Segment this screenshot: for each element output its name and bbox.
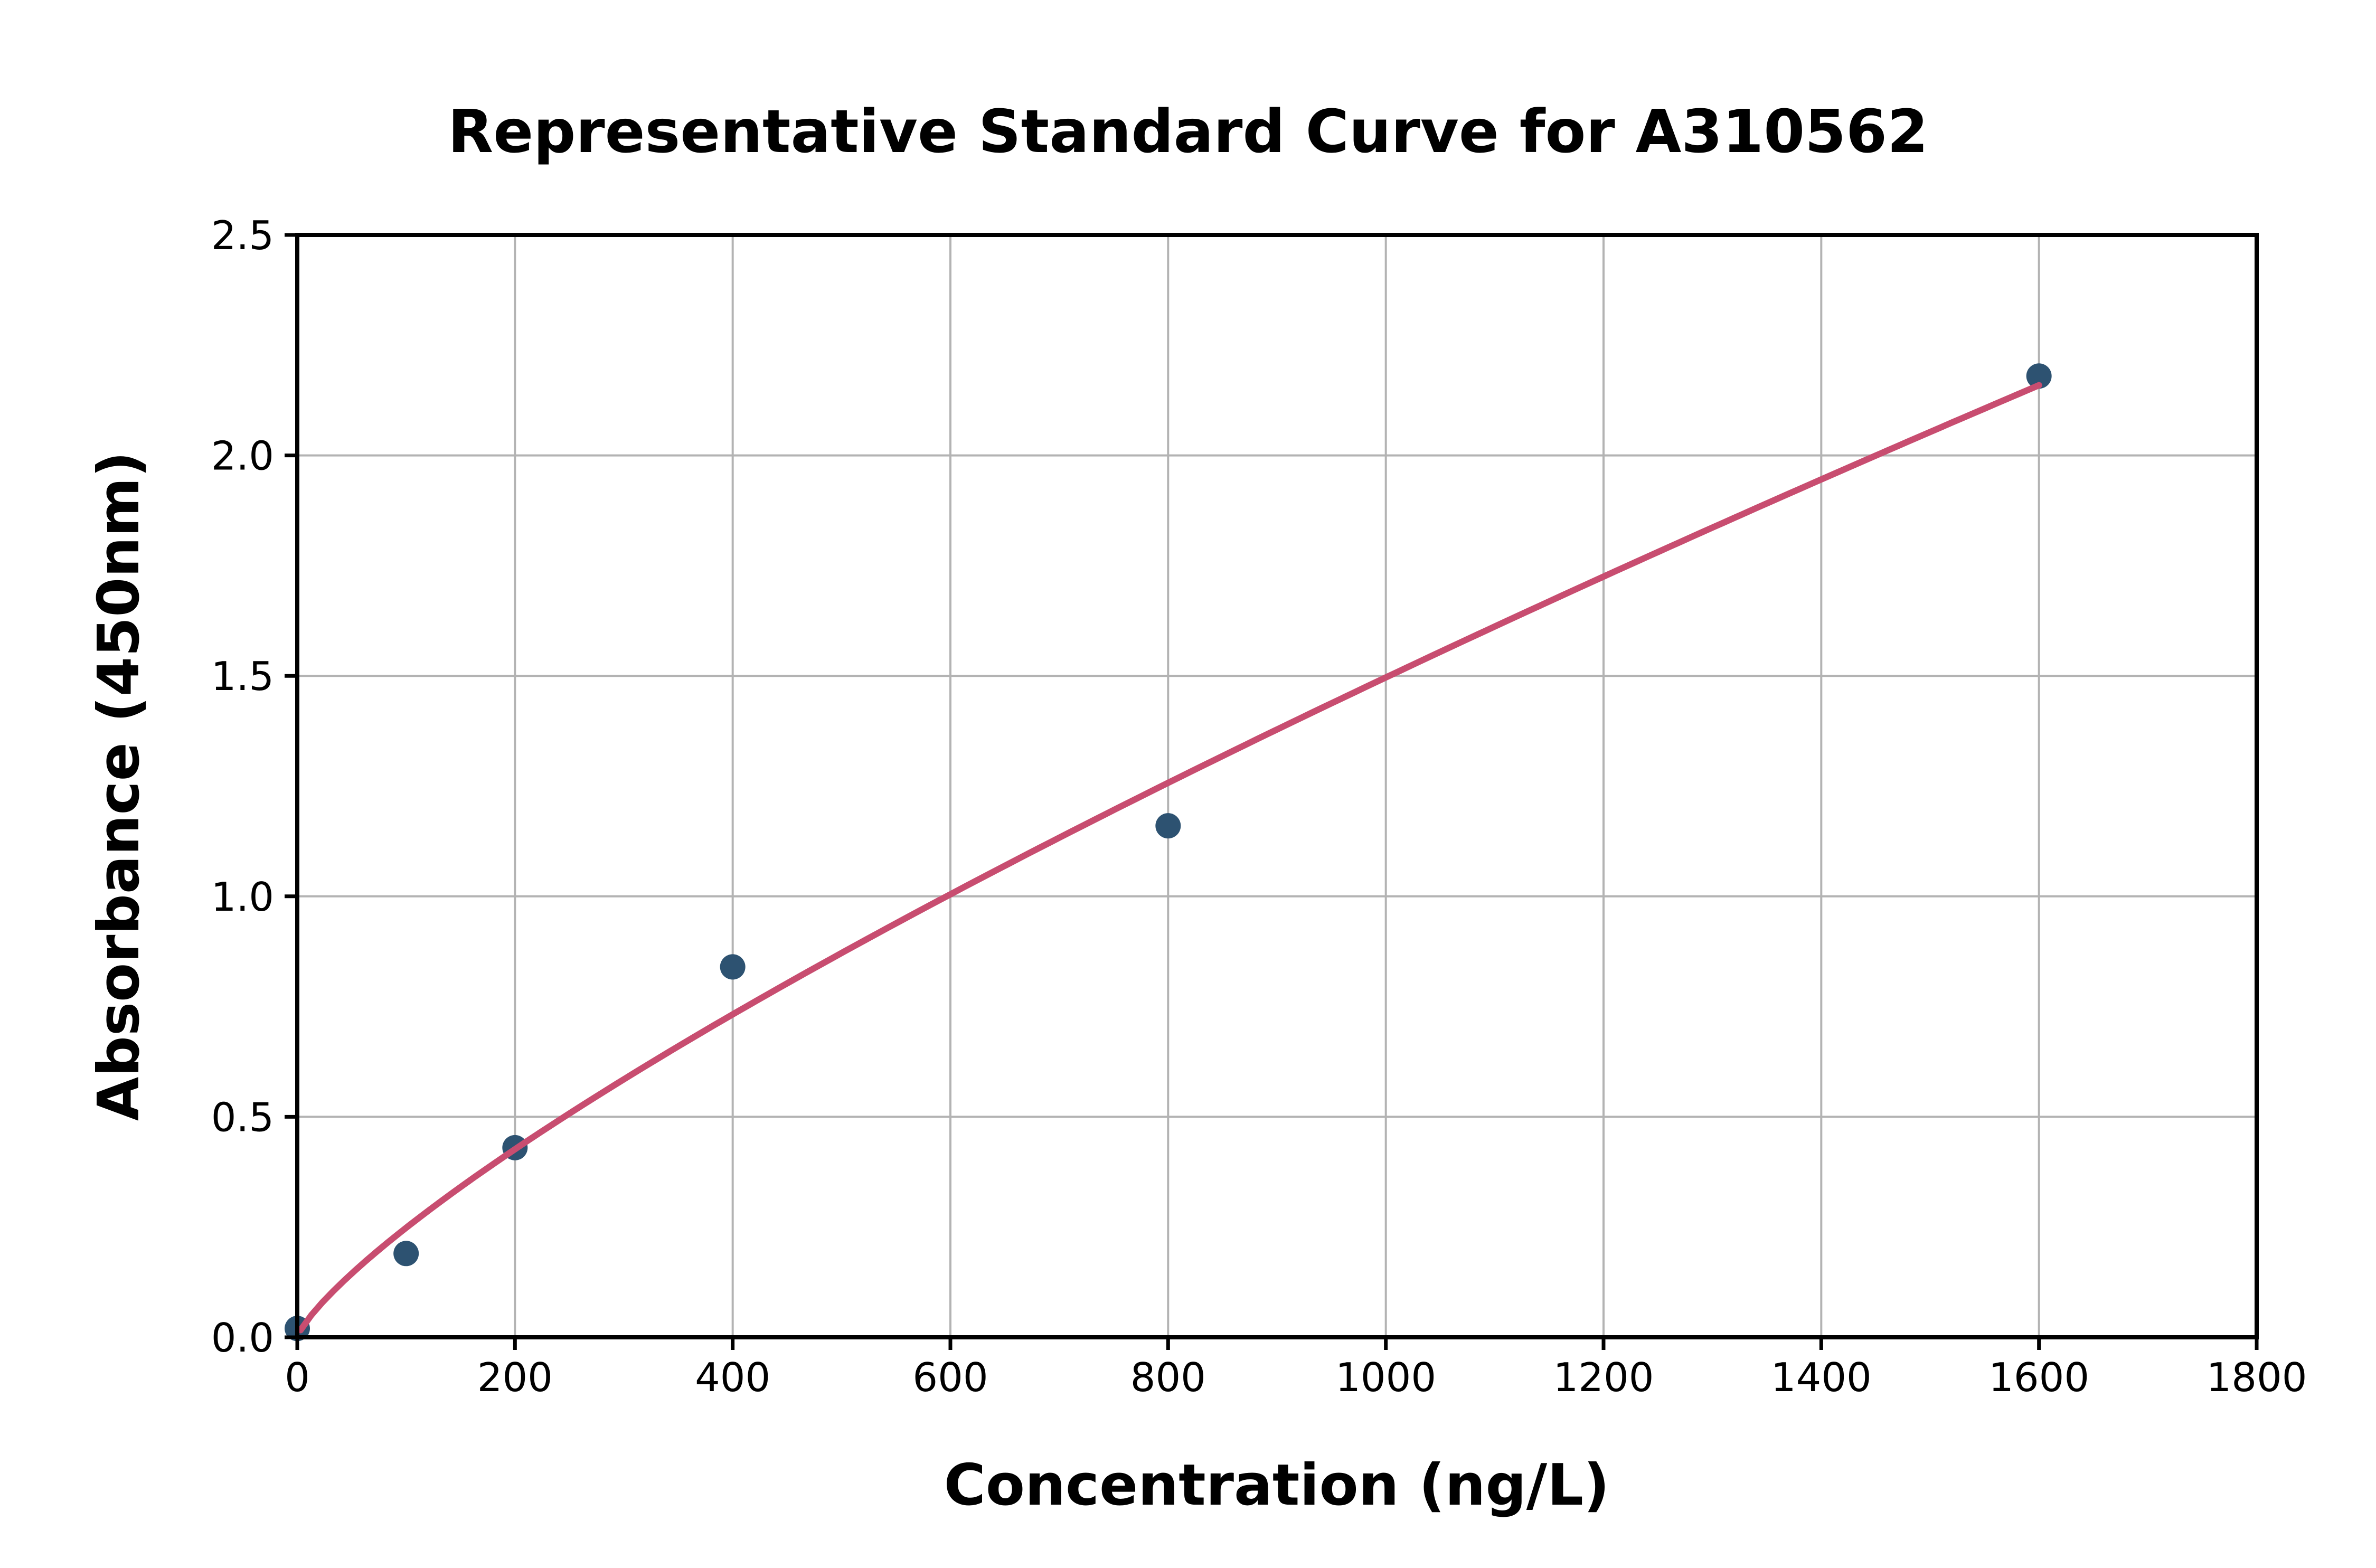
axis-layer xyxy=(285,233,2259,1350)
x-tick-label: 400 xyxy=(695,1354,770,1401)
x-tick-label: 1600 xyxy=(1988,1354,2089,1401)
x-tick-label: 1000 xyxy=(1335,1354,1436,1401)
grid-layer xyxy=(296,234,2258,1338)
x-axis-label: Concentration (ng/L) xyxy=(944,1452,1610,1518)
y-tick-label: 1.5 xyxy=(211,653,274,700)
y-axis-label: Absorbance (450nm) xyxy=(86,451,152,1121)
y-tick-label: 2.5 xyxy=(211,212,274,259)
x-tick-label: 600 xyxy=(912,1354,988,1401)
x-tick-label: 800 xyxy=(1130,1354,1206,1401)
x-tick-label: 1800 xyxy=(2207,1354,2307,1401)
x-tick-label: 200 xyxy=(477,1354,553,1401)
y-tick-label: 0.0 xyxy=(211,1315,274,1361)
data-point xyxy=(393,1241,419,1267)
x-tick-label: 0 xyxy=(285,1354,310,1401)
chart-title: Representative Standard Curve for A31056… xyxy=(448,98,1928,166)
data-point xyxy=(720,954,746,980)
y-tick-label: 2.0 xyxy=(211,433,274,479)
data-point xyxy=(1155,813,1181,839)
x-tick-label: 1200 xyxy=(1553,1354,1654,1401)
tick-label-layer: 0 200 400 600 800 1000 1200 1400 1600 1800 0.0 0.5 1… xyxy=(211,212,2307,1401)
fit-curve xyxy=(297,382,2042,1334)
y-tick-label: 0.5 xyxy=(211,1094,274,1140)
data-layer xyxy=(285,363,2052,1342)
plot-box-spines xyxy=(295,233,2259,1339)
x-tick-label: 1400 xyxy=(1771,1354,1872,1401)
y-tick-label: 1.0 xyxy=(211,874,274,920)
data-point xyxy=(2026,363,2052,389)
